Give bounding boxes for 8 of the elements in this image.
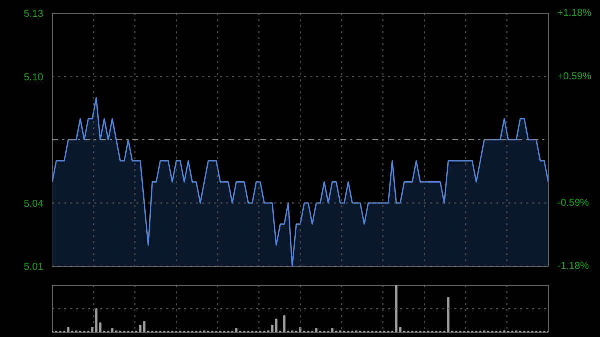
y-tick-label: 5.04 [24, 198, 44, 210]
y-tick-label: 5.13 [24, 9, 44, 20]
y2-tick-label: -1.18% [558, 261, 590, 272]
y2-tick-label: -0.59% [558, 198, 590, 209]
y-tick-label: 5.01 [24, 262, 44, 273]
y-tick-label: 5.10 [24, 72, 44, 84]
y2-tick-label: +0.59% [558, 71, 592, 82]
y2-tick-label: +1.18% [558, 8, 592, 19]
